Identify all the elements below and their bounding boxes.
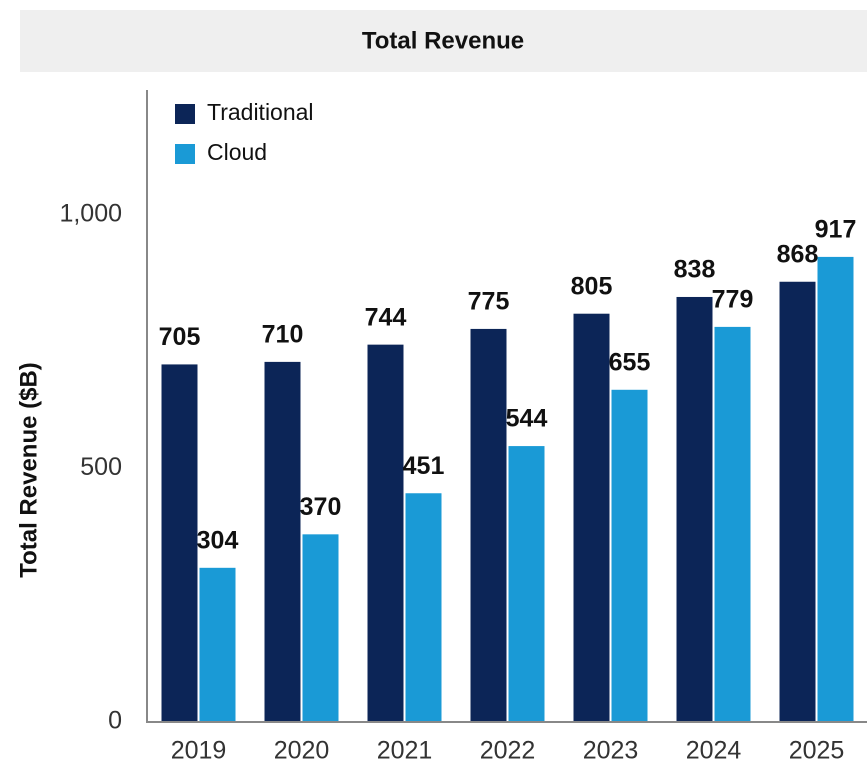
- x-tick-label: 2019: [171, 737, 227, 765]
- value-label: 779: [712, 286, 754, 314]
- legend-swatch: [175, 104, 195, 124]
- bar: [405, 493, 442, 722]
- value-label: 451: [403, 452, 445, 480]
- legend-swatch: [175, 144, 195, 164]
- x-tick-label: 2025: [789, 737, 845, 765]
- legend-label: Traditional: [207, 99, 314, 125]
- value-label: 655: [609, 348, 651, 376]
- x-tick-label: 2020: [274, 737, 330, 765]
- value-label: 710: [262, 320, 304, 348]
- bar: [264, 361, 301, 722]
- bar: [302, 534, 339, 722]
- y-tick-label: 500: [80, 453, 122, 481]
- bar: [779, 281, 816, 722]
- title-bar: [20, 10, 867, 72]
- x-tick-label: 2022: [480, 737, 536, 765]
- bar: [199, 567, 236, 722]
- x-tick-label: 2021: [377, 737, 433, 765]
- value-label: 917: [815, 216, 857, 244]
- bar: [508, 446, 545, 722]
- bar: [676, 296, 713, 722]
- value-label: 868: [777, 240, 819, 268]
- value-label: 304: [197, 526, 239, 554]
- bar: [611, 389, 648, 722]
- x-tick-label: 2023: [583, 737, 639, 765]
- bar: [817, 256, 854, 722]
- bar: [714, 326, 751, 722]
- value-label: 775: [468, 288, 510, 316]
- y-tick-label: 0: [108, 707, 122, 735]
- bar: [573, 313, 610, 722]
- value-label: 370: [300, 493, 342, 521]
- value-label: 744: [365, 303, 407, 331]
- bar: [470, 328, 507, 722]
- bar: [367, 344, 404, 722]
- value-label: 805: [571, 272, 613, 300]
- legend-label: Cloud: [207, 139, 267, 165]
- bar: [161, 364, 198, 722]
- value-label: 838: [674, 256, 716, 284]
- y-axis-label: Total Revenue ($B): [15, 362, 42, 578]
- value-label: 705: [159, 323, 201, 351]
- value-label: 544: [506, 405, 548, 433]
- chart-title: Total Revenue: [362, 27, 524, 54]
- x-tick-label: 2024: [686, 737, 742, 765]
- y-tick-label: 1,000: [59, 199, 122, 227]
